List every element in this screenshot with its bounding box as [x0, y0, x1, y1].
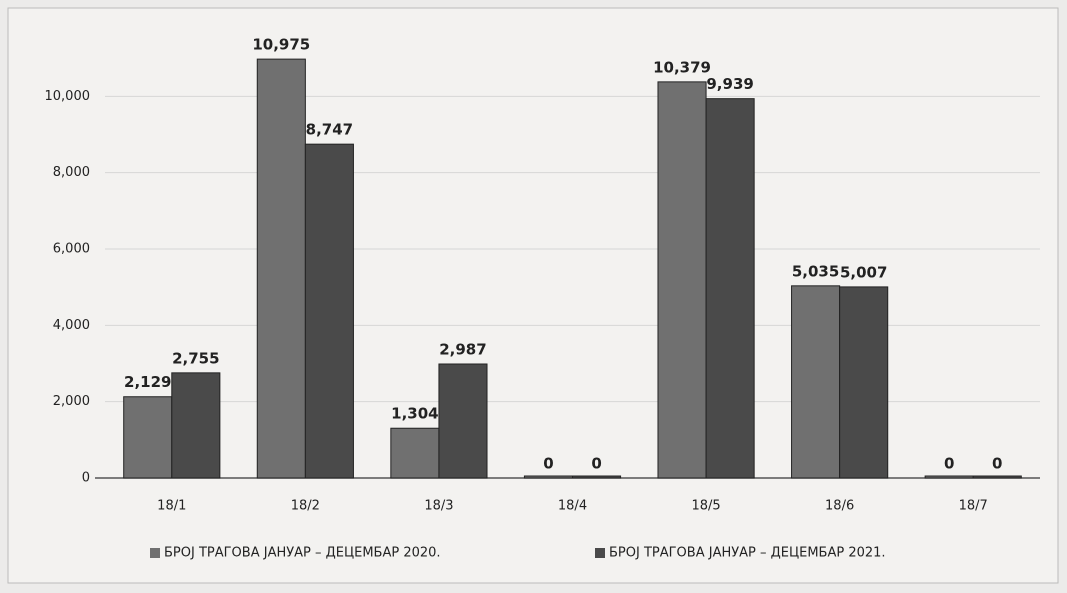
y-tick-label: 8,000 [53, 165, 90, 180]
legend-label: БРОЈ ТРАГОВА ЈАНУАР – ДЕЦЕМБАР 2021. [609, 546, 886, 561]
bar [972, 475, 1022, 479]
y-tick-label: 6,000 [53, 242, 90, 257]
value-label: 10,379 [653, 58, 711, 76]
x-tick-label: 18/7 [959, 499, 988, 514]
value-label: 0 [543, 455, 553, 473]
y-tick-label: 4,000 [53, 318, 90, 333]
bar [657, 81, 707, 479]
y-tick-label: 10,000 [45, 89, 91, 104]
bar [572, 475, 622, 479]
bar [123, 396, 173, 479]
bar [924, 475, 974, 479]
bar [256, 58, 306, 479]
legend-label: БРОЈ ТРАГОВА ЈАНУАР – ДЕЦЕМБАР 2020. [164, 546, 441, 561]
bar [304, 143, 354, 479]
bar [791, 285, 841, 479]
chart-frame [7, 7, 1059, 584]
y-tick-label: 2,000 [53, 394, 90, 409]
value-label: 9,939 [706, 75, 753, 93]
x-tick-label: 18/3 [424, 499, 453, 514]
value-label: 5,007 [840, 263, 887, 281]
x-tick-label: 18/2 [291, 499, 320, 514]
value-label: 2,987 [439, 340, 486, 358]
value-label: 5,035 [792, 262, 839, 280]
value-label: 2,755 [172, 349, 219, 367]
x-tick-label: 18/4 [558, 499, 587, 514]
bar [390, 427, 440, 479]
bar [839, 286, 889, 479]
value-label: 10,975 [252, 36, 310, 54]
value-label: 8,747 [306, 121, 353, 139]
bar [705, 98, 755, 479]
value-label: 1,304 [391, 405, 438, 423]
value-label: 2,129 [124, 373, 171, 391]
x-tick-label: 18/1 [157, 499, 186, 514]
legend-swatch [595, 548, 605, 558]
legend-swatch [150, 548, 160, 558]
x-tick-label: 18/5 [691, 499, 720, 514]
value-label: 0 [944, 455, 954, 473]
bar [438, 363, 488, 479]
y-tick-label: 0 [82, 471, 90, 486]
value-label: 0 [992, 455, 1002, 473]
x-tick-label: 18/6 [825, 499, 854, 514]
value-label: 0 [591, 455, 601, 473]
bar [171, 372, 221, 479]
bar [523, 475, 574, 479]
